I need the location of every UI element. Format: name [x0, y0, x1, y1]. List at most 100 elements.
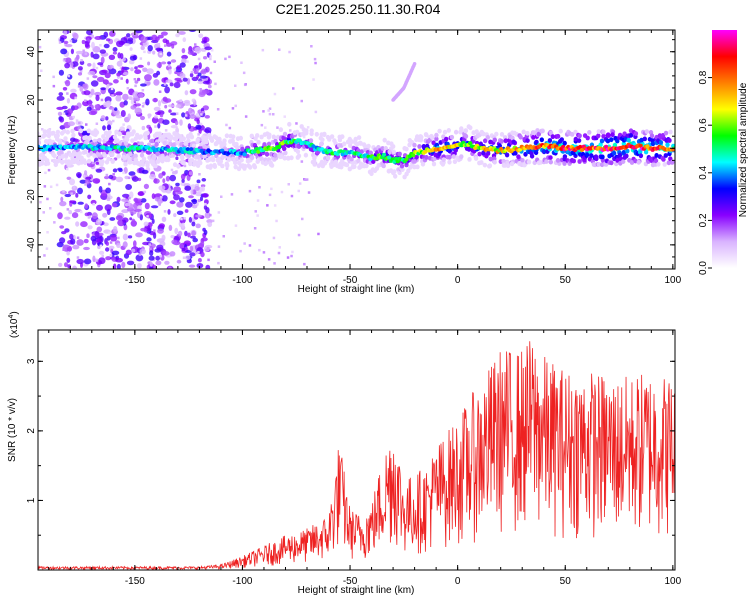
noise-cell: [129, 217, 133, 221]
ridge-halo-cell: [531, 130, 537, 136]
noise-cell: [204, 202, 207, 206]
noise-cell: [87, 225, 93, 230]
ridge-halo-cell: [96, 151, 102, 157]
noise-cell: [65, 79, 71, 87]
noise-cell: [191, 204, 198, 209]
noise-cell: [203, 56, 208, 60]
ridge-cell: [375, 156, 380, 161]
ridge-halo-cell: [601, 129, 606, 135]
noise-cell: [134, 69, 142, 75]
ridge-halo-cell: [133, 136, 138, 142]
noise-cell: [86, 233, 90, 238]
noise-cell: [204, 211, 211, 219]
ridge-halo-cell: [440, 161, 446, 167]
noise-cell: [125, 78, 129, 84]
noise-cell: [44, 171, 47, 175]
noise-cell: [161, 216, 167, 222]
ridge-halo-cell: [534, 139, 539, 145]
ridge-halo-cell: [303, 152, 309, 158]
noise-cell: [87, 216, 91, 219]
noise-cell: [278, 48, 281, 51]
noise-cell: [69, 233, 74, 240]
noise-cell: [169, 200, 176, 205]
ridge-halo-cell: [596, 162, 601, 167]
ridge-halo-cell: [576, 138, 582, 144]
noise-cell: [173, 68, 177, 71]
ridge-halo-cell: [77, 151, 83, 156]
noise-cell: [188, 195, 194, 199]
noise-cell: [171, 43, 175, 49]
noise-cell: [108, 68, 117, 75]
ridge-halo-cell: [52, 158, 57, 164]
noise-cell: [87, 71, 96, 76]
ridge-halo-cell: [622, 131, 627, 137]
ridge-halo-cell: [387, 149, 392, 155]
noise-cell: [141, 105, 145, 108]
noise-cell: [137, 93, 144, 98]
ridge-halo-cell: [224, 161, 229, 167]
ridge-halo-cell: [368, 150, 373, 156]
ridge-halo-cell: [617, 132, 623, 138]
ridge-halo-cell: [45, 158, 50, 163]
noise-cell: [116, 263, 121, 269]
noise-cell: [115, 114, 123, 119]
ridge-halo-cell: [424, 132, 429, 138]
noise-cell: [164, 104, 168, 109]
ridge-halo-cell: [222, 138, 227, 144]
ridge-halo-cell: [420, 161, 426, 167]
ridge-halo-cell: [447, 154, 452, 160]
noise-cell: [58, 92, 64, 97]
ridge-halo-cell: [339, 164, 344, 170]
noise-cell: [108, 231, 111, 235]
noise-cell: [158, 185, 166, 191]
noise-cell: [181, 112, 186, 118]
x-tick-label: 50: [560, 275, 572, 286]
ridge-halo-cell: [485, 135, 490, 140]
noise-cell: [302, 135, 306, 139]
ridge-halo-cell: [266, 141, 272, 147]
noise-cell: [189, 114, 197, 119]
noise-cell: [179, 99, 182, 102]
noise-cell: [57, 111, 63, 116]
x-tick-label: 50: [560, 576, 572, 587]
noise-cell: [300, 99, 303, 103]
noise-cell: [162, 178, 166, 184]
noise-cell: [96, 226, 103, 233]
noise-cell: [153, 178, 160, 184]
noise-cell: [207, 258, 210, 262]
ridge-cell: [578, 144, 583, 149]
ridge-halo-cell: [273, 152, 278, 158]
ridge-halo-cell: [393, 173, 398, 179]
ridge-cell: [319, 147, 325, 152]
noise-cell: [162, 251, 170, 256]
noise-cell: [133, 78, 137, 81]
noise-cell: [133, 197, 139, 203]
ridge-halo-cell: [412, 142, 417, 148]
ridge-halo-cell: [654, 153, 659, 158]
ridge-halo-cell: [587, 130, 592, 135]
ridge-halo-cell: [320, 137, 325, 143]
ridge-halo-cell: [46, 133, 52, 139]
noise-cell: [106, 124, 112, 131]
ridge-halo-cell: [538, 160, 543, 165]
ridge-halo-cell: [459, 154, 464, 160]
ridge-halo-cell: [520, 158, 525, 163]
noise-cell: [59, 201, 67, 207]
ridge-halo-cell: [358, 141, 363, 146]
ridge-halo-cell: [209, 156, 214, 162]
ridge-halo-cell: [503, 138, 508, 144]
ridge-halo-cell: [59, 149, 64, 155]
noise-cell: [82, 49, 85, 52]
noise-cell: [228, 126, 232, 130]
noise-cell: [80, 210, 83, 214]
noise-cell: [287, 183, 290, 186]
noise-cell: [191, 230, 197, 236]
noise-cell: [268, 112, 272, 116]
noise-cell: [152, 264, 157, 269]
ridge-halo-cell: [78, 128, 84, 134]
noise-cell: [182, 103, 185, 106]
noise-cell: [164, 86, 171, 94]
ridge-halo-cell: [235, 145, 240, 150]
ridge-halo-cell: [42, 129, 47, 135]
ridge-halo-cell: [585, 152, 590, 158]
